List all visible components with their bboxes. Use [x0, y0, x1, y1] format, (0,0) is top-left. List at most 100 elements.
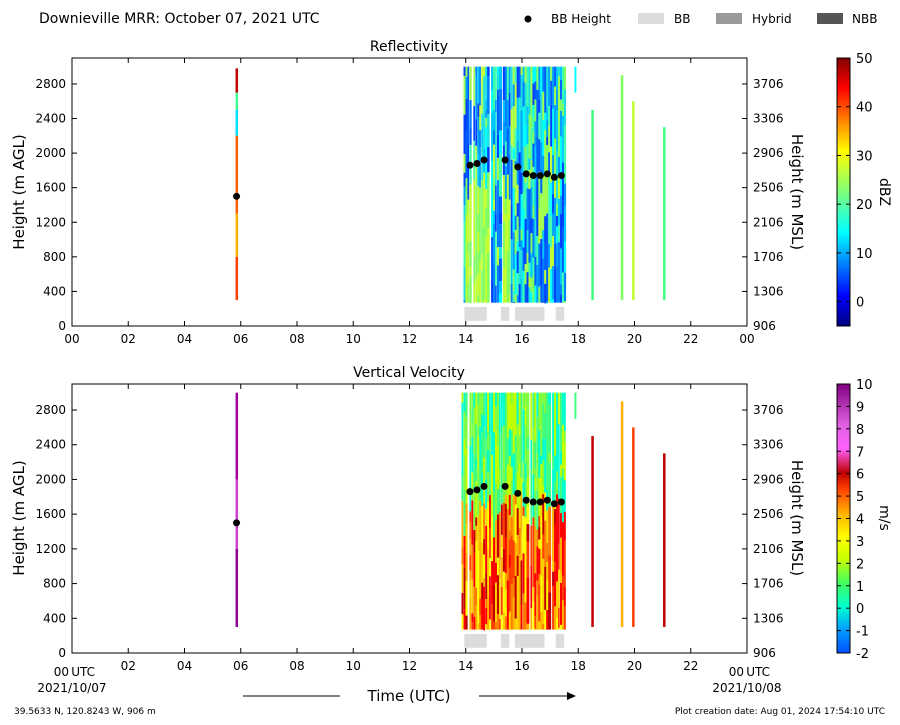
radar-echo — [483, 172, 486, 216]
radar-echo — [554, 105, 557, 139]
radar-echo — [556, 186, 559, 205]
radar-echo — [548, 453, 552, 463]
radar-echo — [538, 243, 541, 287]
radar-echo — [534, 392, 537, 411]
radar-echo — [504, 127, 508, 142]
radar-echo — [548, 66, 550, 107]
radar-echo — [538, 139, 541, 172]
radar-echo — [558, 498, 560, 544]
y-tick-label: 400 — [43, 284, 66, 298]
radar-echo — [524, 425, 527, 463]
x-tick-label: 20 — [627, 332, 642, 346]
radar-echo — [498, 434, 501, 470]
legend-swatch-nbb — [817, 13, 843, 24]
radar-echo — [500, 426, 503, 465]
radar-echo — [504, 285, 508, 298]
radar-echo — [504, 589, 508, 617]
radar-echo — [518, 596, 522, 630]
radar-echo — [563, 540, 566, 588]
radar-echo — [552, 421, 556, 457]
radar-echo — [485, 236, 488, 248]
radar-echo — [563, 587, 566, 607]
radar-echo — [485, 525, 488, 573]
radar-echo — [504, 503, 508, 538]
radar-echo — [558, 543, 560, 570]
radar-echo — [485, 117, 488, 127]
radar-echo — [483, 66, 486, 77]
radar-echo — [514, 435, 518, 456]
radar-echo — [512, 494, 516, 541]
y-tick-label: 0 — [58, 646, 66, 660]
radar-echo — [512, 269, 516, 292]
radar-echo — [532, 392, 536, 428]
radar-echo — [508, 567, 512, 612]
radar-echo — [495, 231, 497, 270]
radar-echo — [544, 609, 548, 630]
radar-echo — [491, 439, 494, 455]
x-tick-label: 12 — [402, 332, 417, 346]
x-tick-label: 20 — [627, 659, 642, 673]
radar-echo — [483, 629, 485, 631]
radar-echo — [528, 189, 531, 221]
radar-echo — [536, 529, 540, 547]
radar-echo — [469, 207, 472, 241]
radar-echo — [542, 91, 546, 120]
radar-echo — [516, 203, 520, 217]
radar-echo — [559, 451, 563, 465]
radar-echo — [506, 100, 510, 129]
panel-title: Reflectivity — [370, 39, 448, 55]
x-tick-label: 00 — [54, 665, 69, 679]
radar-echo — [554, 178, 557, 198]
plot-frame — [71, 57, 748, 327]
radar-echo — [477, 295, 480, 303]
radar-echo — [469, 128, 472, 145]
radar-echo — [554, 455, 557, 482]
radar-echo — [524, 406, 527, 426]
radar-echo — [530, 179, 533, 188]
radar-echo — [469, 100, 472, 129]
station-location: 39.5633 N, 120.8243 W, 906 m — [14, 707, 156, 717]
radar-echo — [463, 186, 467, 206]
radar-echo — [479, 469, 482, 501]
radar-echo — [493, 144, 496, 178]
radar-echo — [495, 392, 498, 407]
radar-echo — [514, 543, 518, 576]
radar-echo — [548, 125, 550, 153]
radar-echo — [481, 270, 484, 299]
radar-echo — [526, 577, 530, 624]
radar-echo — [522, 553, 526, 594]
radar-echo — [530, 565, 533, 609]
radar-echo — [534, 99, 537, 122]
colorbar-tick-label: 10 — [856, 247, 873, 262]
radar-echo — [483, 586, 485, 609]
radar-echo — [552, 586, 556, 630]
radar-echo — [481, 542, 485, 583]
radar-echo — [544, 112, 548, 131]
radar-echo — [563, 66, 567, 90]
radar-echo — [538, 584, 541, 622]
radar-echo — [518, 97, 522, 111]
radar-echo — [506, 174, 510, 216]
radar-echo — [524, 182, 528, 219]
radar-echo — [504, 141, 508, 167]
radar-echo — [663, 453, 666, 627]
radar-echo — [516, 616, 520, 630]
radar-echo — [534, 217, 537, 257]
radar-echo — [504, 392, 508, 441]
radar-echo — [473, 418, 477, 455]
radar-echo — [558, 607, 560, 628]
radar-echo — [526, 188, 529, 231]
x-tick-label: 00 — [64, 332, 79, 346]
radar-echo — [473, 256, 476, 283]
radar-echo — [508, 456, 512, 471]
radar-echo — [544, 413, 548, 440]
radar-echo — [558, 627, 560, 630]
radar-echo — [556, 266, 559, 289]
radar-echo — [524, 602, 527, 630]
radar-echo — [538, 179, 541, 210]
radar-echo — [508, 470, 512, 495]
radar-echo — [544, 520, 548, 567]
radar-echo — [518, 284, 522, 303]
radar-echo — [561, 392, 565, 425]
x-tick-label: 00 — [739, 332, 754, 346]
